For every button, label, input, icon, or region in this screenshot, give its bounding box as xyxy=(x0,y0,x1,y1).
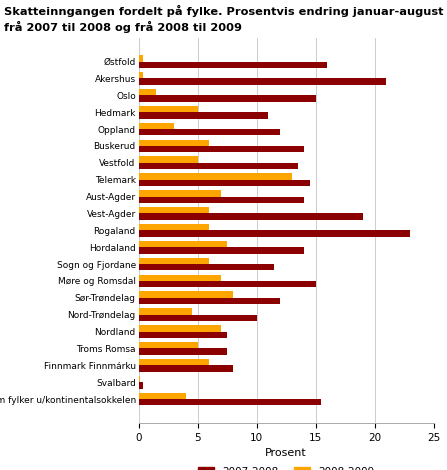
Bar xyxy=(139,325,221,331)
Bar xyxy=(139,112,268,118)
Bar xyxy=(139,157,198,163)
Bar xyxy=(139,196,304,203)
Legend: 2007-2008, 2008-2009: 2007-2008, 2008-2009 xyxy=(194,463,378,470)
X-axis label: Prosent: Prosent xyxy=(265,448,307,458)
Bar xyxy=(139,365,233,372)
Bar xyxy=(139,89,156,95)
Bar xyxy=(139,190,221,196)
Bar xyxy=(139,315,257,321)
Bar xyxy=(139,342,198,348)
Bar xyxy=(139,123,174,129)
Bar xyxy=(139,331,227,338)
Bar xyxy=(139,258,209,264)
Bar xyxy=(139,173,292,180)
Bar xyxy=(139,399,321,406)
Bar xyxy=(139,62,327,68)
Bar xyxy=(139,376,140,382)
Bar xyxy=(139,274,221,281)
Bar xyxy=(139,348,227,355)
Bar xyxy=(139,213,363,220)
Bar xyxy=(139,247,304,254)
Bar xyxy=(139,224,209,230)
Bar xyxy=(139,72,143,78)
Bar xyxy=(139,106,198,112)
Bar xyxy=(139,140,209,146)
Bar xyxy=(139,281,316,287)
Bar xyxy=(139,163,298,169)
Bar xyxy=(139,308,192,315)
Bar xyxy=(139,291,233,298)
Bar xyxy=(139,180,310,186)
Bar xyxy=(139,78,386,85)
Text: Skatteinngangen fordelt på fylke. Prosentvis endring januar-august: Skatteinngangen fordelt på fylke. Prosen… xyxy=(4,5,444,17)
Text: frå 2007 til 2008 og frå 2008 til 2009: frå 2007 til 2008 og frå 2008 til 2009 xyxy=(4,21,242,33)
Bar xyxy=(139,392,186,399)
Bar xyxy=(139,241,227,247)
Bar xyxy=(139,95,316,102)
Bar xyxy=(139,146,304,152)
Bar xyxy=(139,129,280,135)
Bar xyxy=(139,359,209,365)
Bar xyxy=(139,298,280,304)
Bar xyxy=(139,264,274,270)
Bar xyxy=(139,230,410,237)
Bar xyxy=(139,207,209,213)
Bar xyxy=(139,382,143,389)
Bar xyxy=(139,55,143,62)
